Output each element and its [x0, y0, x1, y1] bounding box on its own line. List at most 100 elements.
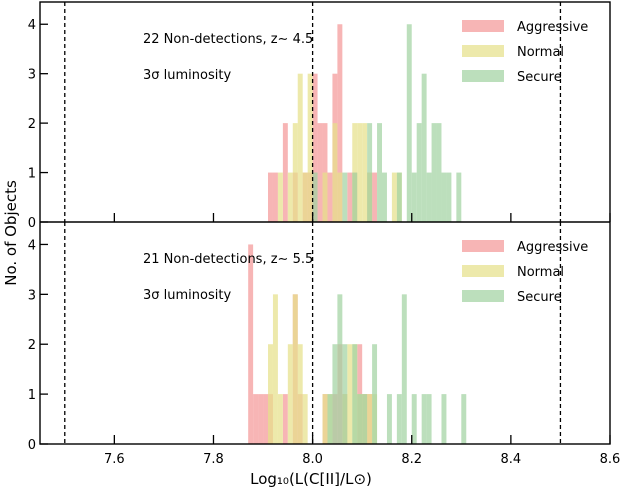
histogram-bar — [292, 123, 298, 222]
histogram-bar — [297, 344, 303, 444]
y-axis-label: No. of Objects — [2, 180, 20, 286]
histogram-bar — [377, 123, 382, 222]
histogram-bar — [461, 394, 467, 444]
histogram-bar — [302, 172, 308, 222]
histogram-bar — [317, 123, 323, 222]
histogram-bar — [307, 73, 313, 222]
legend-label: Aggressive — [517, 20, 588, 35]
y-tick-label: 3 — [28, 288, 36, 303]
bottom-panel: 0 1 2 3 4 21 Non-detections, z∼ 5.5 3σ luminos… — [28, 222, 611, 453]
histogram-bar — [382, 172, 387, 222]
histogram-bar — [268, 344, 273, 444]
legend-label: Secure — [517, 70, 562, 85]
histogram-bar — [426, 172, 432, 222]
histogram-bar — [352, 344, 358, 444]
histogram-bar — [421, 73, 427, 222]
histogram-bar — [436, 123, 442, 222]
histogram-bar — [302, 394, 308, 444]
x-tick-label: 8.6 — [600, 452, 621, 467]
histogram-bar — [337, 24, 343, 222]
histogram-bar — [332, 344, 338, 444]
histogram-bar — [362, 394, 368, 444]
histogram-bar — [258, 394, 264, 444]
legend-swatch — [462, 240, 504, 252]
histogram-bar — [421, 394, 427, 444]
histogram-bar — [357, 123, 363, 222]
histogram-bar — [253, 394, 259, 444]
histogram-bar — [357, 394, 363, 444]
histogram-bar — [441, 172, 447, 222]
legend-swatch — [462, 265, 504, 277]
panel-annotation-sigma: 3σ luminosity — [143, 68, 231, 83]
y-tick-label: 3 — [28, 68, 36, 83]
histogram-bar — [337, 172, 343, 222]
histogram-bar — [282, 394, 288, 444]
histogram-bar — [372, 172, 378, 222]
y-tick-label: 4 — [28, 18, 36, 33]
histogram-bar — [391, 172, 397, 222]
histogram-bar — [456, 172, 462, 222]
histogram-bar — [367, 394, 373, 444]
x-axis: 7.6 7.8 8.0 8.2 8.4 8.6 — [104, 452, 620, 467]
x-tick-label: 8.0 — [302, 452, 323, 467]
histogram-bar — [367, 123, 373, 222]
histogram-bar — [327, 394, 333, 444]
histogram-bar — [292, 294, 298, 444]
legend-swatch — [462, 20, 504, 32]
histogram-bar — [277, 172, 283, 222]
top-panel: 0 1 2 3 4 22 Non-detections, z∼ 4.5 3σ luminos… — [28, 2, 611, 231]
y-tick-label: 0 — [28, 438, 36, 453]
histogram-bar — [342, 172, 348, 222]
y-tick-label: 0 — [28, 216, 36, 231]
histogram-bar — [406, 24, 412, 222]
histogram-bar — [327, 172, 333, 222]
histogram-bar — [322, 172, 328, 222]
panel-annotation: 21 Non-detections, z∼ 5.5 — [143, 252, 313, 267]
histogram-bar — [342, 344, 348, 444]
histogram-bar — [426, 394, 432, 444]
legend-swatch — [462, 45, 504, 57]
histogram-bar — [446, 172, 452, 222]
axes-frame — [39, 1, 611, 445]
histogram-bar — [401, 294, 407, 444]
histogram-bar — [332, 123, 338, 222]
histogram-bar — [416, 123, 422, 222]
histogram-bar — [337, 294, 343, 444]
histogram-bar — [347, 344, 353, 444]
x-axis-label: Log₁₀(L(C[II]/L⊙) — [250, 470, 372, 488]
histogram-bar — [248, 244, 254, 444]
legend-swatch — [462, 290, 504, 302]
panel-annotation-sigma: 3σ luminosity — [143, 288, 231, 303]
x-tick-label: 7.8 — [203, 452, 224, 467]
histogram-bar — [277, 394, 283, 444]
histogram-bar — [282, 123, 288, 222]
panel-annotation: 22 Non-detections, z∼ 4.5 — [143, 32, 313, 47]
histogram-bar — [386, 394, 392, 444]
histogram-bar — [272, 172, 278, 222]
histogram-bar — [396, 172, 402, 222]
histogram-bar — [431, 123, 437, 222]
y-tick-label: 2 — [28, 117, 36, 132]
histogram-bar — [312, 172, 318, 222]
histogram-bar — [297, 73, 303, 222]
histogram-bar — [352, 172, 358, 222]
histogram-bar — [372, 344, 378, 444]
histogram-bar — [312, 73, 318, 222]
histogram-bar — [322, 394, 328, 444]
plot-border — [39, 1, 611, 445]
y-tick-label: 2 — [28, 338, 36, 353]
x-tick-label: 8.4 — [501, 452, 522, 467]
legend-label: Aggressive — [517, 240, 588, 255]
x-tick-label: 7.6 — [104, 452, 125, 467]
y-tick-label: 1 — [28, 388, 36, 403]
histogram-bar — [287, 344, 293, 444]
histogram-bar — [411, 394, 417, 444]
histogram-bar — [268, 172, 273, 222]
x-tick-label: 8.2 — [401, 452, 422, 467]
y-tick-label: 4 — [28, 238, 36, 253]
legend-label: Secure — [517, 290, 562, 305]
histogram-bar — [287, 172, 293, 222]
histogram-bar — [362, 123, 368, 222]
histogram-bar — [272, 294, 278, 444]
